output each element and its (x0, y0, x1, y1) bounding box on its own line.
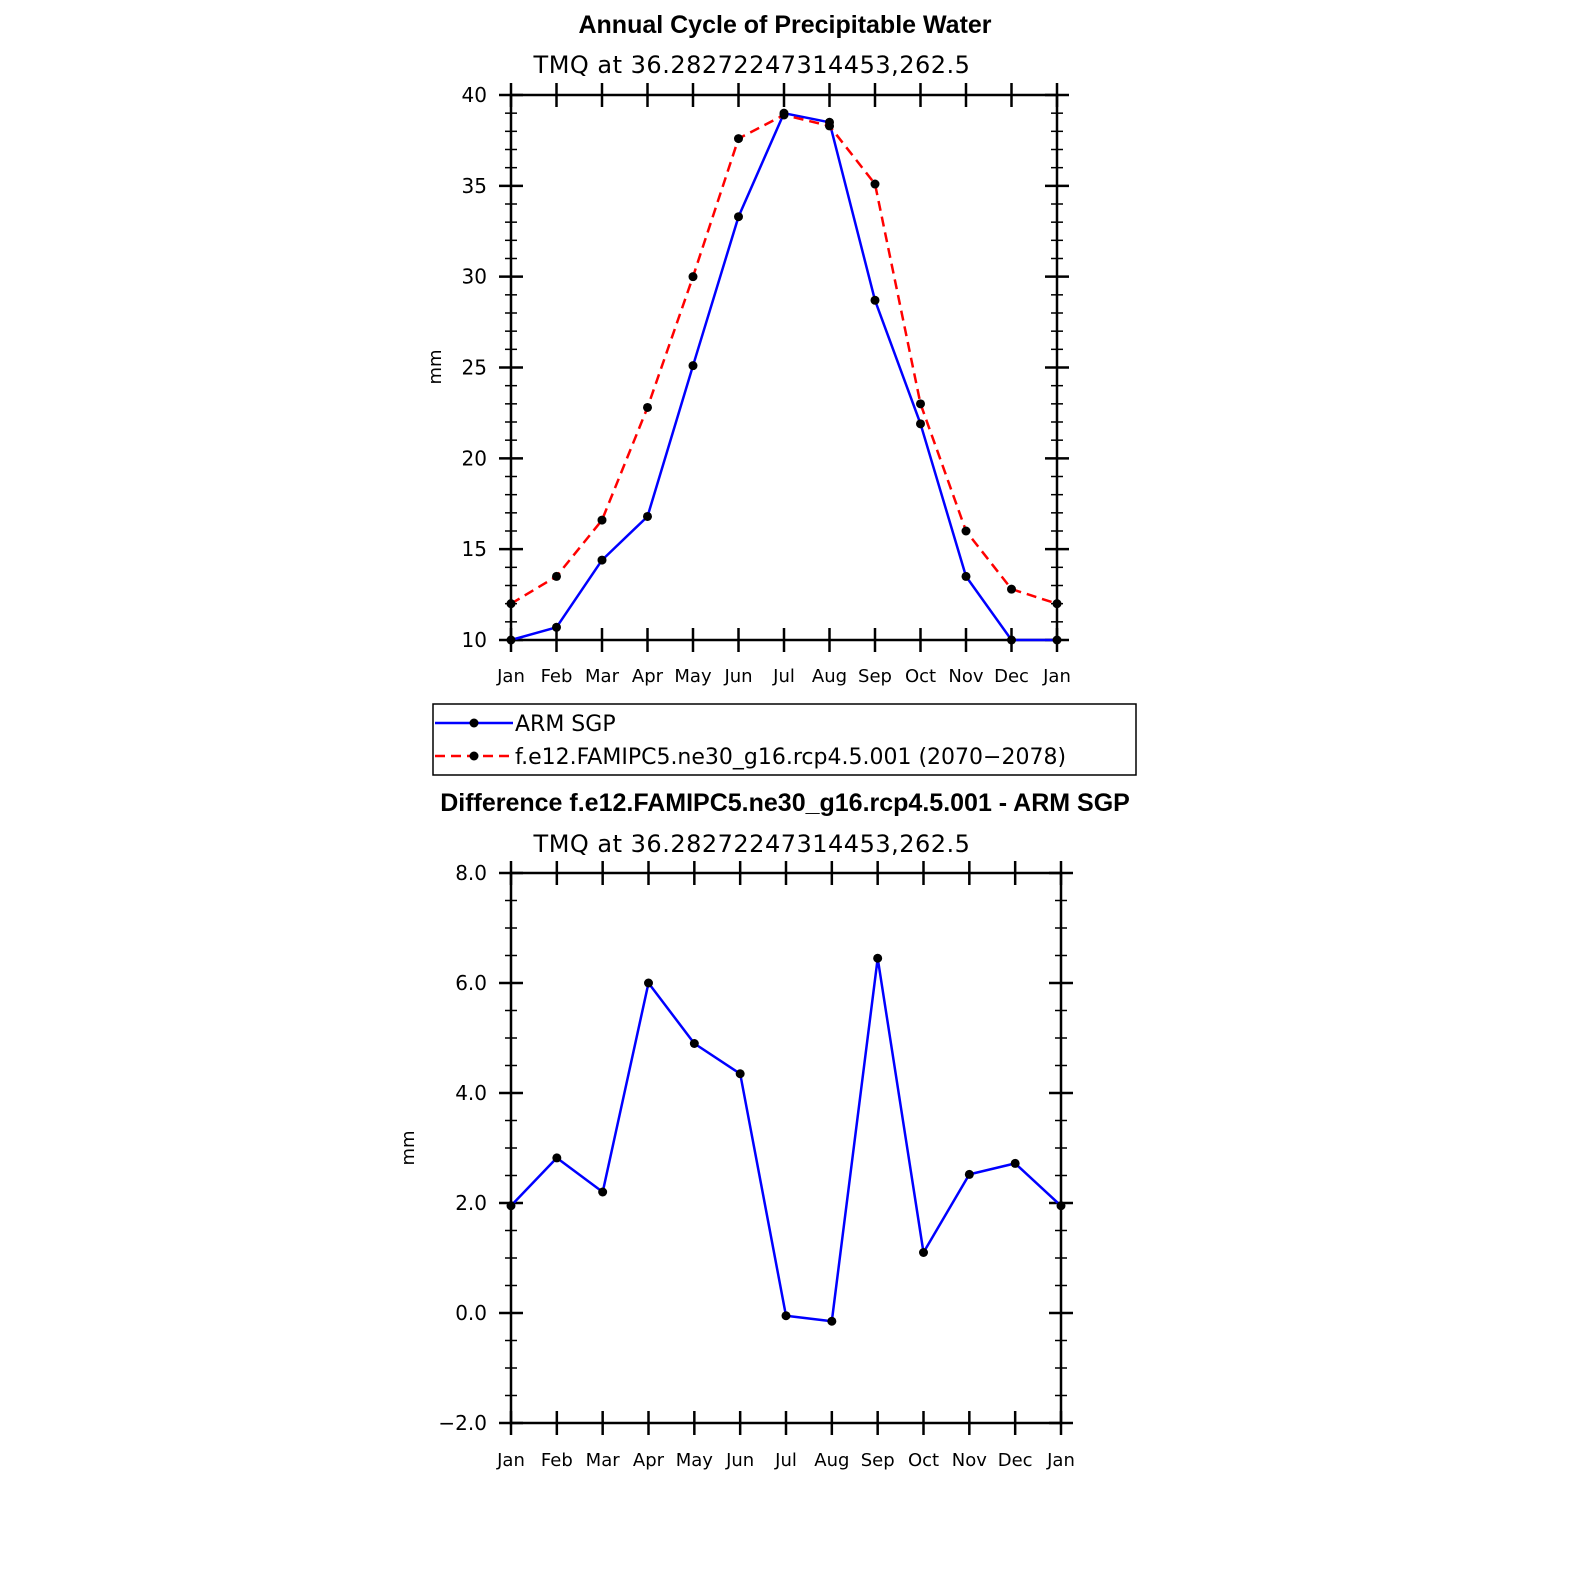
data-point (827, 1316, 837, 1326)
data-point (688, 272, 698, 282)
x-tick-label: Jul (774, 1450, 797, 1471)
data-point (506, 1201, 516, 1211)
data-point (1007, 635, 1016, 645)
x-tick-label: Apr (633, 1450, 665, 1471)
data-point (597, 555, 607, 565)
x-tick-label: Mar (585, 666, 620, 687)
x-tick-label: Oct (908, 1450, 939, 1471)
y-tick-label: 20 (462, 446, 487, 470)
y-tick-label: 35 (462, 174, 487, 198)
y-tick-label: 0.0 (455, 1301, 487, 1325)
data-point (506, 599, 516, 609)
x-tick-label: May (674, 666, 712, 687)
y-tick-label: 2.0 (455, 1191, 487, 1215)
plot-frame (509, 93, 1059, 642)
data-point (919, 1248, 928, 1257)
x-tick-label: Sep (858, 666, 892, 687)
chart-subtitle: TMQ at 36.28272247314453,262.5 (533, 830, 971, 858)
annual-cycle-chart: Annual Cycle of Precipitable Water TMQ a… (425, 11, 1071, 687)
y-tick-label: 8.0 (455, 861, 487, 885)
legend-marker-model (469, 751, 479, 761)
data-point (689, 1039, 699, 1048)
data-point (1052, 635, 1062, 645)
difference-chart: Difference f.e12.FAMIPC5.ne30_g16.rcp4.5… (398, 789, 1130, 1471)
x-tick-label: Jan (496, 666, 525, 687)
data-point (688, 361, 698, 371)
data-point (552, 571, 561, 581)
x-tick-label: Apr (632, 666, 664, 687)
data-point (734, 212, 743, 222)
y-tick-label: −2.0 (438, 1411, 487, 1435)
plot-frame (509, 871, 1063, 1425)
data-point (870, 295, 880, 305)
y-tick-label: 6.0 (455, 971, 487, 995)
x-tick-label: Jun (725, 1450, 754, 1471)
legend: ARM SGP f.e12.FAMIPC5.ne30_g16.rcp4.5.00… (432, 703, 1137, 776)
data-point (1007, 584, 1016, 594)
x-tick-label: Aug (814, 1450, 849, 1471)
data-point (873, 953, 883, 963)
x-tick-label: Nov (948, 666, 983, 687)
y-tick-label: 4.0 (455, 1081, 487, 1105)
x-tick-label: Aug (812, 666, 847, 687)
x-tick-label: Jan (1046, 1450, 1075, 1471)
legend-label-arm: ARM SGP (515, 712, 616, 737)
y-tick-label: 25 (462, 356, 487, 380)
data-point (552, 1153, 562, 1163)
x-tick-label: Nov (952, 1450, 987, 1471)
y-tick-label: 10 (462, 628, 487, 652)
series-line-1 (510, 113, 1058, 605)
x-tick-label: Jun (723, 666, 752, 687)
chart-subtitle: TMQ at 36.28272247314453,262.5 (533, 51, 971, 79)
x-tick-label: Jan (1042, 666, 1071, 687)
data-point (781, 1311, 791, 1321)
legend-box (432, 703, 1137, 776)
chart-title: Annual Cycle of Precipitable Water (578, 11, 991, 39)
y-axis-title: mm (398, 1130, 419, 1165)
data-point (506, 635, 516, 645)
x-tick-label: Jan (496, 1450, 525, 1471)
y-tick-label: 30 (462, 265, 487, 289)
y-axis-title: mm (425, 349, 446, 384)
y-tick-label: 40 (462, 83, 487, 107)
x-tick-label: Jul (772, 666, 795, 687)
data-point (964, 1169, 974, 1179)
x-tick-label: Feb (541, 666, 573, 687)
data-point (643, 402, 652, 412)
x-tick-label: Oct (905, 666, 936, 687)
data-point (1056, 1201, 1066, 1211)
data-point (552, 622, 561, 632)
x-tick-label: Mar (586, 1450, 621, 1471)
data-point (644, 978, 653, 988)
x-tick-label: Dec (994, 666, 1029, 687)
data-point (735, 1069, 745, 1079)
data-point (597, 515, 607, 525)
x-tick-label: Dec (998, 1450, 1033, 1471)
data-point (1052, 599, 1062, 609)
data-point (916, 419, 925, 429)
data-point (961, 526, 971, 536)
data-point (734, 134, 743, 144)
legend-label-model: f.e12.FAMIPC5.ne30_g16.rcp4.5.001 (2070−… (515, 745, 1066, 770)
data-point (825, 121, 834, 131)
data-point (643, 511, 652, 521)
data-point (1010, 1158, 1020, 1168)
series-line-0 (510, 957, 1062, 1323)
data-point (870, 179, 880, 189)
data-point (916, 399, 925, 409)
y-tick-label: 15 (462, 537, 487, 561)
x-tick-label: Feb (541, 1450, 573, 1471)
legend-marker-arm (469, 718, 479, 728)
data-point (598, 1187, 608, 1197)
chart-title: Difference f.e12.FAMIPC5.ne30_g16.rcp4.5… (440, 789, 1130, 817)
series-line-0 (510, 111, 1057, 642)
data-point (961, 571, 971, 581)
data-point (779, 110, 789, 120)
x-tick-label: May (676, 1450, 714, 1471)
x-tick-label: Sep (861, 1450, 895, 1471)
